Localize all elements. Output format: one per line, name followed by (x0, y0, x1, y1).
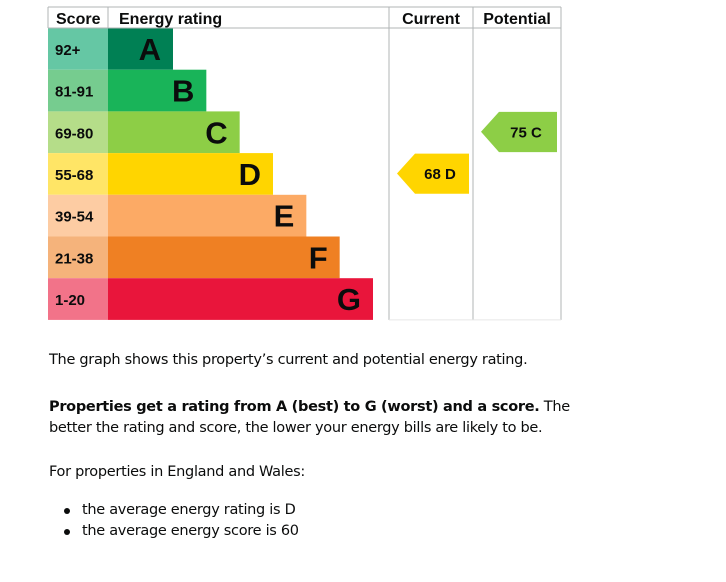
band-letter-f: F (309, 240, 328, 275)
score-range-d: 55-68 (55, 167, 93, 184)
score-cell-c (48, 111, 108, 154)
score-cell-d (48, 153, 108, 195)
band-letter-d: D (239, 157, 261, 192)
rating-explanation-bold: Properties get a rating from A (best) to… (49, 399, 540, 415)
score-range-c: 69-80 (55, 125, 93, 142)
current-rating-arrow (397, 153, 469, 194)
band-bar-f (108, 236, 340, 279)
score-cell-b (48, 69, 108, 112)
band-bar-b (108, 69, 207, 112)
score-cell-e (48, 194, 108, 237)
average-score-item: the average energy score is 60 (49, 521, 299, 542)
average-ratings-list: the average energy rating is D the avera… (49, 500, 299, 542)
score-range-f: 21-38 (55, 250, 93, 267)
band-letter-b: B (172, 74, 194, 109)
rating-explanation: Properties get a rating from A (best) to… (49, 397, 609, 439)
potential-rating-arrow (481, 111, 557, 153)
energy-rating-chart: Score Energy rating Current Potential 92+ A 81… (47, 6, 562, 321)
band-bar-e (108, 194, 307, 237)
current-rating-label: 68 D (424, 166, 456, 183)
band-bar-a (108, 28, 173, 70)
band-letter-a: A (139, 32, 161, 67)
band-letter-g: G (337, 282, 361, 317)
band-bar-c (108, 111, 240, 154)
score-cell-a (48, 28, 108, 70)
band-bar-d (108, 153, 273, 195)
band-letter-e: E (274, 199, 295, 234)
score-range-e: 39-54 (55, 209, 94, 226)
score-cell-g (48, 278, 108, 320)
band-letter-c: C (205, 115, 227, 150)
header-potential: Potential (483, 11, 551, 28)
region-heading: For properties in England and Wales: (49, 464, 305, 480)
header-current: Current (402, 11, 460, 28)
score-range-g: 1-20 (55, 292, 85, 309)
score-cell-f (48, 236, 108, 279)
rating-explanation-rest: The better the rating and score, the low… (49, 399, 570, 436)
average-rating-item: the average energy rating is D (49, 500, 299, 521)
header-energy-rating: Energy rating (119, 11, 222, 28)
chart-description: The graph shows this property’s current … (49, 352, 528, 368)
potential-rating-label: 75 C (510, 124, 542, 141)
score-range-a: 92+ (55, 42, 81, 59)
band-bar-g (108, 278, 373, 320)
score-range-b: 81-91 (55, 84, 93, 101)
header-score: Score (56, 11, 101, 28)
